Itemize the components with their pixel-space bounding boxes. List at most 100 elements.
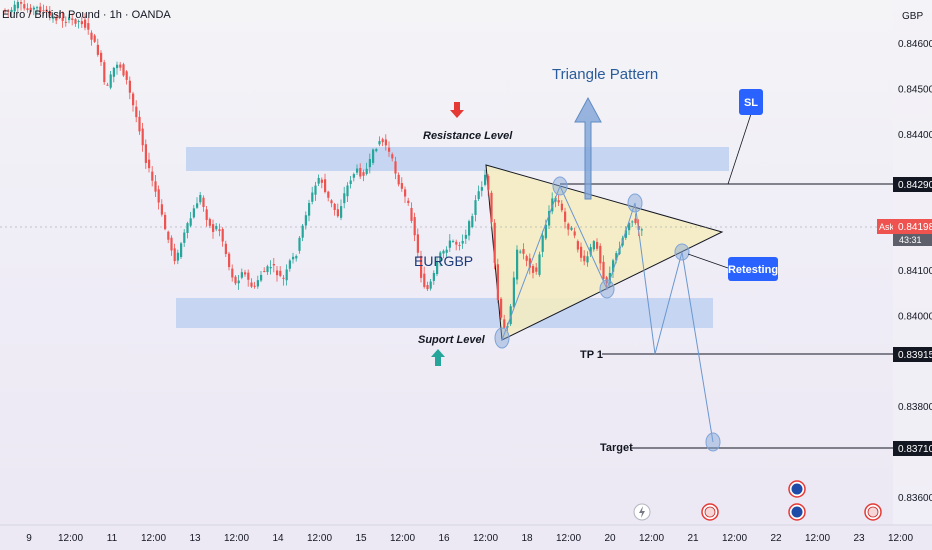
candle-body (602, 261, 605, 279)
x-tick-label: 20 (604, 533, 616, 544)
candle-body (32, 7, 35, 10)
target-price-badge-text: 0.83710 (898, 444, 932, 455)
candle-body (372, 149, 375, 163)
retesting-callout[interactable] (728, 257, 778, 281)
uk-flag-event-icon[interactable] (701, 503, 719, 521)
candle-body (420, 256, 423, 278)
chart-title: Euro / British Pound · 1h · OANDA (2, 9, 171, 21)
candle-body (144, 144, 147, 163)
y-tick-label: 0.84600 (898, 39, 932, 50)
down-arrow-icon (450, 102, 464, 118)
candle-body (52, 16, 55, 19)
price-axis[interactable] (893, 0, 932, 525)
resistance-zone (186, 147, 729, 171)
candle-body (212, 224, 215, 232)
candle-body (215, 225, 218, 230)
candle-body (343, 193, 346, 204)
candle-body (176, 252, 179, 261)
candle-body (570, 227, 573, 230)
candle-body (583, 255, 586, 262)
candle-body (45, 9, 48, 13)
candle-body (340, 206, 343, 218)
candle-body (90, 32, 93, 40)
x-tick-label: 12:00 (473, 533, 498, 544)
candle-body (503, 319, 506, 328)
candle-body (375, 148, 378, 152)
sl-callout-label: SL (744, 97, 758, 109)
candle-body (196, 203, 199, 208)
candle-body (276, 270, 279, 276)
candle-body (314, 185, 317, 195)
candle-body (160, 204, 163, 215)
candle-body (327, 191, 330, 198)
candle-body (93, 35, 96, 42)
candle-body (167, 231, 170, 240)
candle-body (333, 203, 336, 210)
candle-body (359, 168, 362, 177)
candle-body (541, 235, 544, 252)
candle-body (317, 177, 320, 184)
candle-body (253, 285, 256, 287)
candle-body (560, 203, 563, 211)
candle-body (487, 175, 490, 190)
candle-body (500, 298, 503, 318)
candle-body (394, 161, 397, 174)
candle-body (608, 273, 611, 284)
candle-body (580, 246, 583, 258)
candle-body (381, 139, 384, 143)
x-tick-label: 16 (438, 533, 450, 544)
pair-label: EURGBP (414, 253, 473, 269)
candle-body (448, 240, 451, 248)
candle-body (199, 195, 202, 203)
candle-body (183, 232, 186, 243)
y-tick-label: 0.84500 (898, 84, 932, 95)
projected-path (501, 184, 714, 443)
y-axis-ticks: 0.84600 0.84500 0.84400 0.84100 0.84000 0.838… (898, 39, 932, 504)
candle-body (589, 247, 592, 255)
candle-body (132, 93, 135, 106)
candle-body (295, 255, 298, 259)
candle-body (356, 168, 359, 173)
tp1-price-badge-text: 0.83915 (898, 350, 932, 361)
y-tick-label: 0.83600 (898, 493, 932, 504)
candle-body (477, 191, 480, 200)
support-label: Suport Level (418, 334, 486, 346)
candle-body (250, 282, 253, 287)
sl-callout[interactable] (739, 89, 763, 115)
candle-body (87, 23, 90, 30)
eu-flag-event-icon[interactable] (788, 503, 806, 521)
candle-body (266, 266, 269, 273)
candle-body (7, 10, 10, 12)
candle-body (109, 74, 112, 88)
candle-body (58, 17, 61, 19)
candle-body (234, 276, 237, 284)
candle-body (288, 260, 291, 269)
x-tick-label: 12:00 (805, 533, 830, 544)
eu-flag-event-icon[interactable] (788, 480, 806, 498)
candle-body (154, 181, 157, 192)
candle-body (416, 234, 419, 253)
candle-body (509, 306, 512, 325)
uk-flag-event-icon[interactable] (864, 503, 882, 521)
x-tick-label: 22 (770, 533, 782, 544)
candle-body (455, 241, 458, 245)
candle-body (516, 249, 519, 280)
candle-body (615, 253, 618, 261)
candle-body (55, 17, 58, 21)
candle-body (292, 256, 295, 260)
candle-body (42, 10, 45, 12)
candle-body (538, 254, 541, 275)
x-axis-ticks[interactable]: 9 12:00 11 12:00 13 12:00 14 12:00 15 12:00 16 12:0… (26, 533, 913, 544)
candle-body (522, 249, 525, 254)
candle-body (548, 211, 551, 226)
x-tick-label: 18 (521, 533, 533, 544)
candle-body (535, 267, 538, 272)
candle-body (612, 260, 615, 272)
candle-body (77, 21, 80, 23)
pivot-markers (494, 176, 721, 452)
lightning-event-icon[interactable] (633, 503, 651, 521)
candle-body (151, 171, 154, 181)
candle-body (106, 84, 109, 86)
candle-body (244, 272, 247, 275)
